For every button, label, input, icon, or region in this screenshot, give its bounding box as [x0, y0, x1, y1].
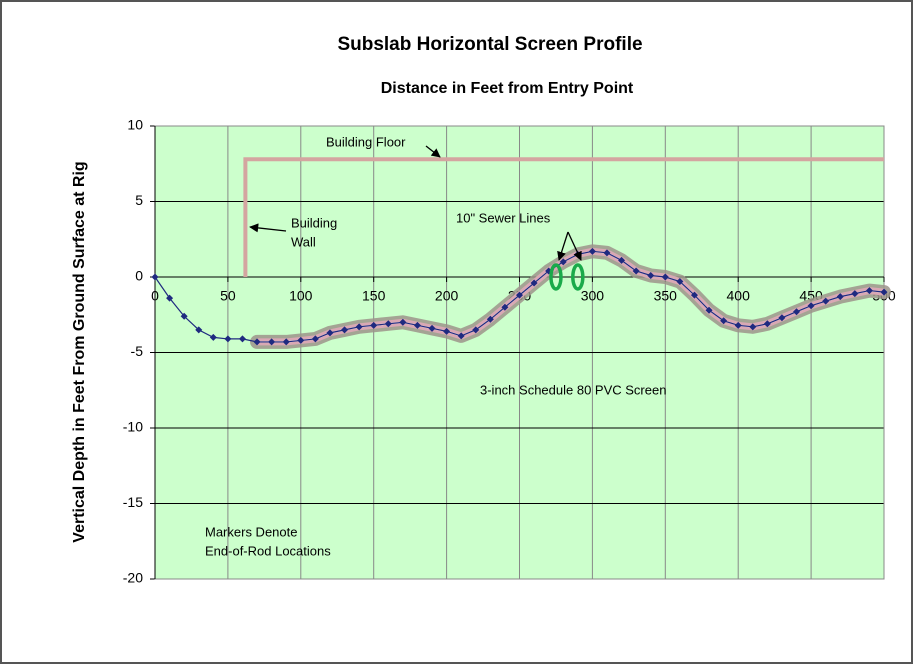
- rod-marker: [443, 327, 451, 335]
- rod-marker: [384, 320, 392, 328]
- rod-marker: [326, 329, 334, 337]
- y-axis-label: Vertical Depth in Feet From Ground Surfa…: [71, 161, 88, 542]
- rod-marker: [865, 287, 873, 295]
- rod-marker: [807, 302, 815, 310]
- annotation: Wall: [291, 234, 316, 249]
- chart-title: Subslab Horizontal Screen Profile: [337, 34, 642, 55]
- rod-marker: [705, 306, 713, 314]
- y-tick-label: -15: [123, 494, 143, 510]
- sewer-line: [549, 263, 563, 291]
- annotation: Building Floor: [326, 134, 406, 149]
- x-tick-label: 200: [435, 288, 459, 304]
- rod-marker: [530, 279, 538, 287]
- x-axis-label: Distance in Feet from Entry Point: [381, 80, 634, 97]
- y-tick-label: 10: [127, 117, 143, 133]
- annotation: Building: [291, 215, 337, 230]
- rod-marker: [457, 332, 465, 340]
- rod-marker: [618, 256, 626, 264]
- rod-marker: [472, 326, 480, 334]
- plot-area: -20-15-10-505100501001502002503003504004…: [123, 117, 896, 586]
- rod-marker: [749, 323, 757, 331]
- rod-marker: [690, 291, 698, 299]
- rod-marker: [268, 338, 276, 346]
- rod-marker: [501, 303, 509, 311]
- rod-marker: [880, 288, 888, 296]
- rod-marker: [763, 320, 771, 328]
- rod-marker: [661, 273, 669, 281]
- y-tick-label: -20: [123, 570, 143, 586]
- x-tick-label: 300: [581, 288, 605, 304]
- rod-marker: [516, 291, 523, 299]
- y-tick-label: 0: [135, 268, 143, 284]
- arrow: [425, 145, 441, 158]
- rod-marker: [588, 247, 596, 255]
- x-tick-label: 100: [289, 288, 313, 304]
- rod-marker: [370, 321, 378, 329]
- rod-marker: [486, 315, 494, 323]
- rod-marker: [238, 335, 246, 343]
- annotation: Markers Denote: [205, 524, 297, 539]
- rod-marker: [822, 297, 830, 305]
- rod-marker: [297, 336, 305, 344]
- x-tick-label: 0: [151, 288, 159, 304]
- rod-marker: [836, 293, 844, 301]
- arrow: [567, 231, 582, 261]
- rod-marker: [282, 338, 290, 346]
- rod-marker: [603, 249, 611, 257]
- rod-marker: [413, 321, 421, 329]
- arrow: [557, 231, 569, 261]
- rod-marker: [851, 290, 859, 298]
- rod-marker: [151, 273, 159, 281]
- annotation: End-of-Rod Locations: [205, 543, 331, 558]
- rod-marker: [778, 314, 786, 322]
- sewer-line: [571, 263, 585, 291]
- building-outline: [243, 157, 884, 277]
- annotation: 3-inch Schedule 80 PVC Screen: [480, 382, 666, 397]
- y-tick-label: -5: [131, 343, 144, 359]
- annotation: 10" Sewer Lines: [456, 210, 551, 225]
- rod-marker: [253, 338, 261, 346]
- rod-marker: [180, 312, 188, 320]
- rod-marker: [195, 326, 203, 334]
- rod-marker: [720, 317, 728, 325]
- x-tick-label: 400: [727, 288, 751, 304]
- rod-marker: [632, 267, 640, 275]
- rod-marker: [734, 321, 742, 329]
- rod-marker: [793, 308, 801, 316]
- rod-marker: [224, 335, 232, 343]
- rod-marker: [647, 271, 655, 279]
- x-tick-label: 50: [220, 288, 236, 304]
- rod-marker: [355, 323, 363, 331]
- y-tick-label: 5: [135, 192, 143, 208]
- arrow: [249, 223, 287, 233]
- rod-marker: [428, 324, 436, 332]
- x-tick-label: 350: [654, 288, 678, 304]
- rod-marker: [399, 318, 407, 326]
- rod-marker: [209, 333, 217, 341]
- rod-marker: [676, 278, 684, 286]
- rod-marker: [166, 294, 174, 302]
- rod-marker: [311, 335, 319, 343]
- arrows: [249, 145, 582, 261]
- x-tick-label: 150: [362, 288, 386, 304]
- y-tick-label: -10: [123, 419, 143, 435]
- rod-marker: [341, 326, 349, 334]
